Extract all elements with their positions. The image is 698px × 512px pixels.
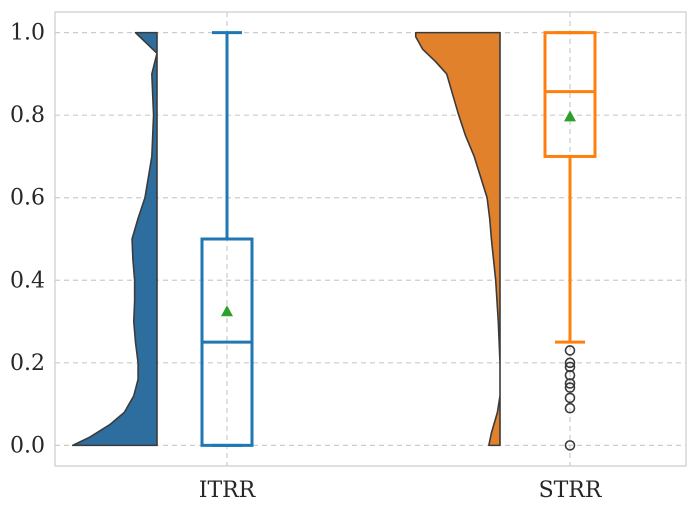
y-axis-ticks: 0.0 0.2 0.4 0.6 0.8 1.0	[10, 21, 45, 459]
density-clouds	[71, 31, 501, 447]
category-label-strr: STRR	[539, 478, 603, 503]
y-tick-label: 1.0	[10, 21, 45, 46]
y-tick-label: 0.6	[10, 186, 45, 211]
outlier-point-strr	[564, 357, 576, 369]
mean-marker-strr	[564, 110, 576, 122]
density-cloud-itrr	[71, 31, 158, 447]
y-tick-label: 0.8	[10, 103, 45, 128]
y-tick-label: 0.2	[10, 351, 45, 376]
outlier-point-strr	[564, 382, 576, 393]
iqr-box-strr	[543, 31, 597, 158]
outlier-point-strr	[564, 361, 576, 373]
boxplots	[200, 31, 597, 451]
mean-marker-itrr	[221, 305, 233, 317]
outlier-point-strr	[564, 440, 576, 451]
plot-frame	[54, 11, 687, 467]
y-tick-label: 0.0	[10, 433, 45, 458]
x-axis-categories: ITRR STRR	[199, 478, 603, 503]
outlier-point-strr	[564, 345, 576, 356]
y-tick-label: 0.4	[10, 268, 45, 293]
outlier-point-strr	[564, 392, 576, 404]
density-cloud-strr	[414, 31, 501, 447]
category-label-itrr: ITRR	[199, 478, 257, 503]
outlier-point-strr	[564, 402, 576, 414]
